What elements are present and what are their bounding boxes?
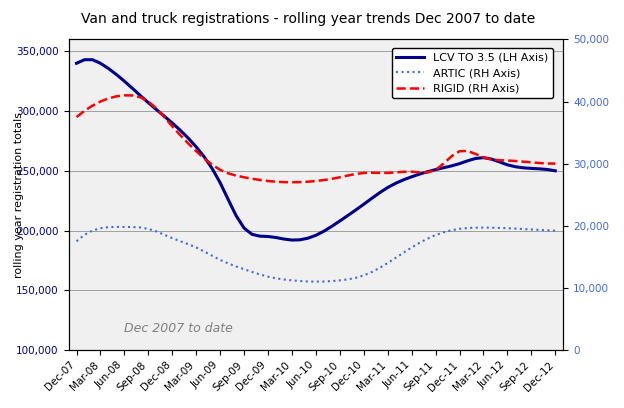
Text: Van and truck registrations - rolling year trends Dec 2007 to date: Van and truck registrations - rolling ye… (81, 12, 535, 26)
Text: Dec 2007 to date: Dec 2007 to date (124, 322, 233, 335)
Legend: LCV TO 3.5 (LH Axis), ARTIC (RH Axis), RIGID (RH Axis): LCV TO 3.5 (LH Axis), ARTIC (RH Axis), R… (392, 48, 553, 98)
Y-axis label: rolling year registration totals: rolling year registration totals (14, 112, 24, 278)
